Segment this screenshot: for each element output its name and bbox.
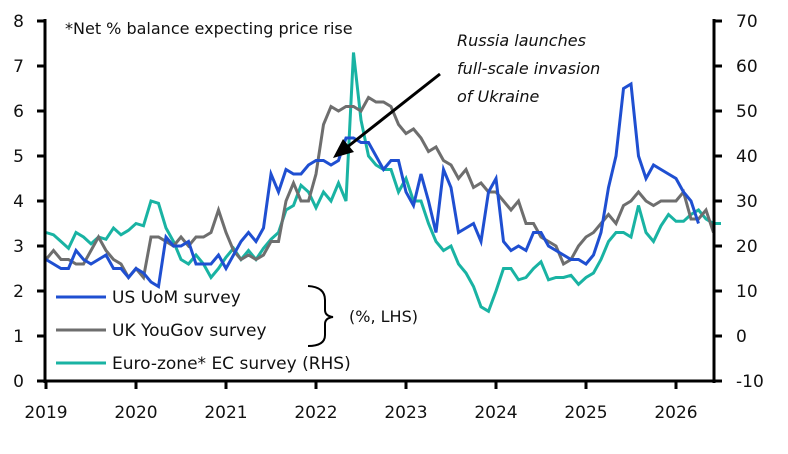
left-tick-label: 0 bbox=[13, 372, 24, 392]
right-tick-label: 70 bbox=[736, 12, 758, 32]
annotation-line-3: of Ukraine bbox=[457, 87, 539, 106]
left-tick-label: 8 bbox=[13, 12, 24, 32]
chart-note: *Net % balance expecting price rise bbox=[65, 19, 353, 38]
left-tick-label: 7 bbox=[13, 57, 24, 77]
x-tick-label: 2019 bbox=[24, 403, 67, 423]
x-tick-label: 2026 bbox=[654, 403, 697, 423]
legend-label-ez: Euro-zone* EC survey (RHS) bbox=[112, 354, 351, 374]
right-tick-label: 50 bbox=[736, 102, 758, 122]
x-tick-label: 2020 bbox=[114, 403, 157, 423]
legend: US UoM survey UK YouGov survey Euro-zone… bbox=[56, 285, 418, 374]
legend-brace bbox=[307, 285, 334, 347]
right-tick-label: 60 bbox=[736, 57, 758, 77]
right-tick-label: 30 bbox=[736, 192, 758, 212]
right-tick-label: 0 bbox=[736, 327, 747, 347]
right-tick-label: 10 bbox=[736, 282, 758, 302]
right-tick-label: 40 bbox=[736, 147, 758, 167]
annotation-line-1: Russia launches bbox=[457, 31, 586, 50]
annotation: Russia launches full-scale invasion of U… bbox=[333, 31, 600, 158]
annotation-arrow-head bbox=[333, 139, 354, 158]
x-tick-label: 2021 bbox=[204, 403, 247, 423]
left-tick-label: 6 bbox=[13, 102, 24, 122]
series-line-euro-zone-ec-survey-rhs bbox=[45, 52, 721, 314]
legend-label-us: US UoM survey bbox=[112, 288, 241, 308]
series-line-uk-yougov-survey bbox=[44, 95, 715, 281]
left-tick-label: 1 bbox=[13, 327, 24, 347]
left-tick-label: 2 bbox=[13, 282, 24, 302]
series-layer bbox=[44, 52, 721, 314]
series-line-us-uom-survey bbox=[45, 81, 700, 289]
left-axis-ticks: 0 1 2 3 4 5 6 7 8 bbox=[13, 12, 45, 392]
x-tick-label: 2025 bbox=[564, 403, 607, 423]
right-axis-ticks: -10 0 10 20 30 40 50 60 70 bbox=[714, 12, 764, 392]
legend-label-uk: UK YouGov survey bbox=[112, 321, 267, 341]
right-tick-label: -10 bbox=[736, 372, 764, 392]
legend-bracket-label: (%, LHS) bbox=[349, 307, 418, 326]
x-tick-label: 2023 bbox=[384, 403, 427, 423]
left-tick-label: 3 bbox=[13, 237, 24, 257]
annotation-line-2: full-scale invasion bbox=[457, 59, 600, 78]
x-axis-ticks: 2019 2020 2021 2022 2023 2024 2025 2026 bbox=[24, 381, 698, 423]
left-tick-label: 4 bbox=[13, 192, 24, 212]
annotation-arrow-shaft bbox=[345, 72, 441, 150]
x-tick-label: 2022 bbox=[294, 403, 337, 423]
right-tick-label: 20 bbox=[736, 237, 758, 257]
x-tick-label: 2024 bbox=[474, 403, 517, 423]
left-tick-label: 5 bbox=[13, 147, 24, 167]
